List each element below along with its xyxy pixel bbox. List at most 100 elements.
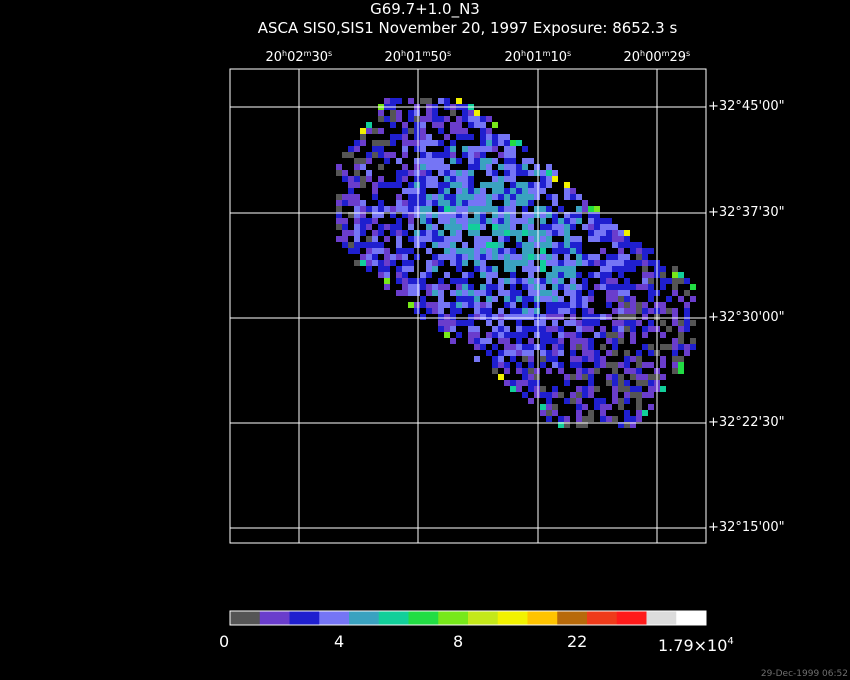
image-pixel [564, 308, 570, 314]
image-pixel [618, 326, 624, 332]
image-pixel [492, 362, 498, 368]
image-pixel [474, 110, 480, 116]
image-pixel [366, 170, 372, 176]
image-pixel [420, 302, 426, 308]
image-pixel [600, 272, 606, 278]
image-pixel [492, 284, 498, 290]
image-pixel [522, 146, 528, 152]
image-pixel [384, 224, 390, 230]
image-pixel [594, 260, 600, 266]
image-pixel [516, 140, 522, 146]
image-pixel [552, 386, 558, 392]
image-pixel [594, 350, 600, 356]
image-pixel [612, 230, 618, 236]
image-pixel [522, 260, 528, 266]
image-pixel [396, 242, 402, 248]
image-pixel [372, 260, 378, 266]
image-pixel [522, 164, 528, 170]
image-pixel [618, 308, 624, 314]
image-pixel [594, 332, 600, 338]
image-pixel [612, 332, 618, 338]
image-pixel [498, 332, 504, 338]
image-pixel [546, 290, 552, 296]
image-pixel [462, 272, 468, 278]
image-pixel [384, 284, 390, 290]
image-pixel [576, 260, 582, 266]
image-pixel [420, 194, 426, 200]
image-pixel [570, 266, 576, 272]
image-pixel [462, 206, 468, 212]
image-pixel [378, 110, 384, 116]
image-pixel [618, 374, 624, 380]
image-pixel [546, 212, 552, 218]
image-pixel [468, 296, 474, 302]
image-pixel [450, 110, 456, 116]
image-pixel [588, 236, 594, 242]
image-pixel [648, 362, 654, 368]
image-pixel [414, 170, 420, 176]
image-pixel [444, 194, 450, 200]
image-pixel [678, 356, 684, 362]
image-pixel [546, 278, 552, 284]
image-pixel [378, 116, 384, 122]
image-pixel [438, 140, 444, 146]
image-pixel [408, 170, 414, 176]
image-pixel [438, 278, 444, 284]
image-pixel [648, 344, 654, 350]
image-pixel [552, 242, 558, 248]
image-pixel [498, 248, 504, 254]
image-pixel [660, 308, 666, 314]
image-pixel [612, 266, 618, 272]
image-pixel [660, 332, 666, 338]
image-pixel [606, 224, 612, 230]
image-pixel [522, 284, 528, 290]
image-pixel [624, 314, 630, 320]
image-pixel [420, 146, 426, 152]
colorbar-swatch [497, 611, 528, 625]
image-pixel [510, 290, 516, 296]
image-pixel [456, 194, 462, 200]
image-pixel [468, 170, 474, 176]
image-pixel [564, 290, 570, 296]
image-pixel [570, 362, 576, 368]
image-pixel [360, 134, 366, 140]
image-pixel [528, 212, 534, 218]
image-pixel [486, 350, 492, 356]
image-pixel [384, 98, 390, 104]
image-pixel [480, 152, 486, 158]
image-pixel [444, 212, 450, 218]
image-pixel [366, 122, 372, 128]
image-pixel [480, 242, 486, 248]
image-pixel [486, 116, 492, 122]
image-pixel [504, 266, 510, 272]
image-pixel [582, 224, 588, 230]
image-pixel [408, 218, 414, 224]
image-pixel [504, 230, 510, 236]
image-pixel [462, 248, 468, 254]
image-pixel [516, 314, 522, 320]
image-pixel [558, 368, 564, 374]
image-pixel [594, 212, 600, 218]
image-pixel [552, 284, 558, 290]
image-pixel [510, 314, 516, 320]
image-pixel [672, 314, 678, 320]
image-pixel [588, 314, 594, 320]
image-pixel [636, 302, 642, 308]
image-pixel [468, 314, 474, 320]
image-pixel [552, 404, 558, 410]
image-pixel [480, 212, 486, 218]
image-pixel [624, 278, 630, 284]
image-pixel [546, 416, 552, 422]
image-pixel [348, 146, 354, 152]
image-pixel [456, 248, 462, 254]
image-pixel [360, 164, 366, 170]
image-pixel [594, 236, 600, 242]
colorbar-swatch [259, 611, 290, 625]
image-pixel [642, 326, 648, 332]
image-pixel [672, 362, 678, 368]
image-pixel [342, 230, 348, 236]
image-pixel [552, 254, 558, 260]
image-pixel [612, 296, 618, 302]
image-pixel [576, 248, 582, 254]
image-pixel [378, 242, 384, 248]
